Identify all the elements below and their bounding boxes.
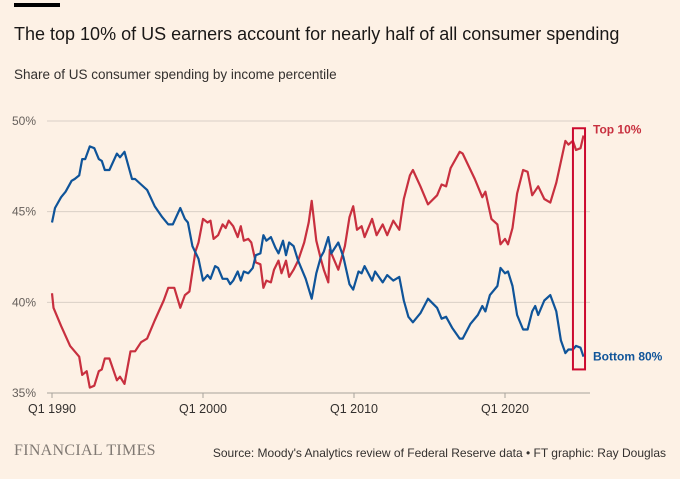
chart-title: The top 10% of US earners account for ne… — [14, 24, 620, 44]
chart-subtitle: Share of US consumer spending by income … — [14, 67, 337, 82]
y-tick-label: 40% — [12, 295, 36, 309]
source-note: Source: Moody's Analytics review of Fede… — [212, 446, 666, 460]
x-tick-label: Q1 2010 — [330, 402, 378, 416]
x-tick-label: Q1 2000 — [179, 402, 227, 416]
y-tick-label: 45% — [12, 205, 36, 219]
ft-accent-bar — [14, 3, 60, 7]
x-tick-label: Q1 2020 — [481, 402, 529, 416]
x-tick-label: Q1 1990 — [28, 402, 76, 416]
series-label: Bottom 80% — [593, 350, 663, 364]
series-line-bottom-80 — [50, 145, 585, 358]
financial-times-logo: FINANCIAL TIMES — [14, 442, 156, 459]
y-tick-label: 50% — [12, 114, 36, 128]
series-line-top-10 — [50, 135, 585, 389]
highlight-box — [571, 127, 587, 371]
y-tick-label: 35% — [12, 386, 36, 400]
series-label: Top 10% — [593, 123, 642, 137]
